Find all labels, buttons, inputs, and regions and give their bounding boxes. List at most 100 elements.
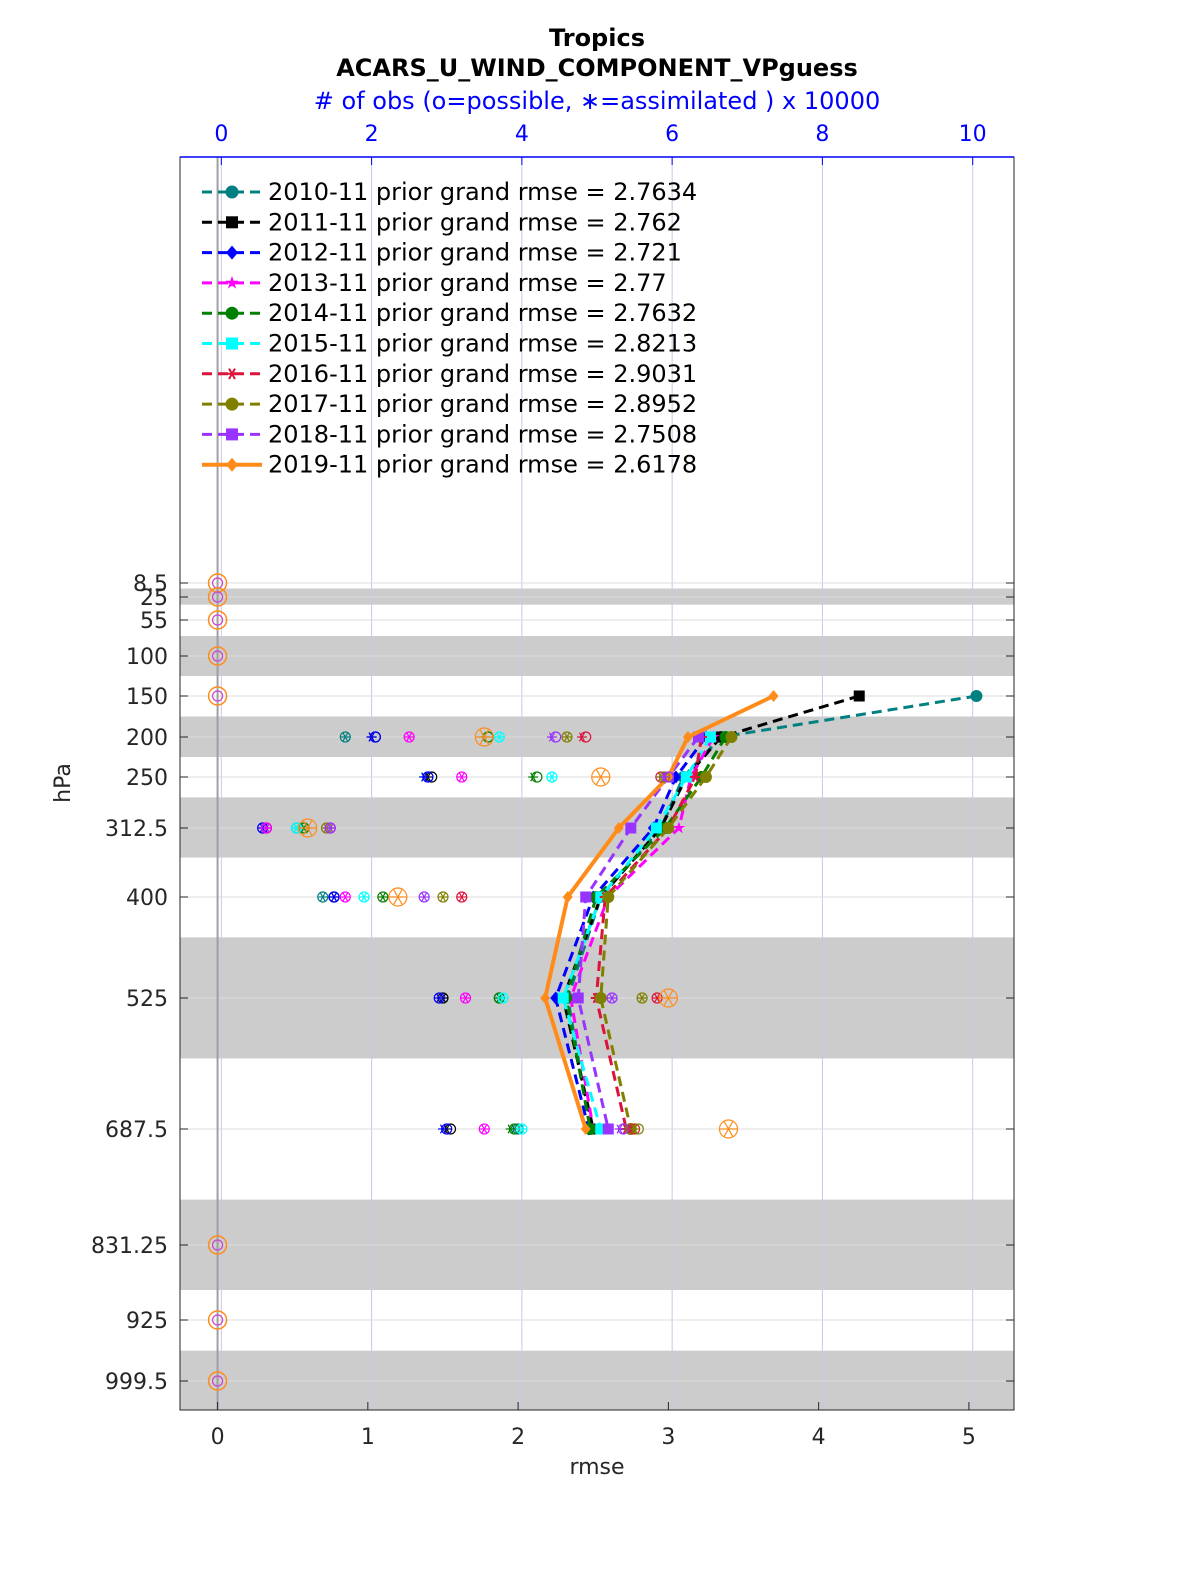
x-tick-label-3: 3	[661, 1425, 675, 1450]
legend-item-1: 2011-11 prior grand rmse = 2.762	[202, 208, 682, 236]
obs-assimilated-stroke	[293, 823, 300, 833]
series-line-5	[561, 736, 712, 1130]
obs-assimilated-stroke	[458, 772, 465, 782]
obs-assimilated-stroke	[500, 993, 507, 1003]
y-axis-label: hPa	[51, 763, 76, 803]
legend-item-3: 2013-11 prior grand rmse = 2.77	[202, 269, 667, 297]
legend-item-5: 2015-11 prior grand rmse = 2.8213	[202, 330, 697, 358]
x-tick-label-4: 4	[812, 1425, 826, 1450]
obs-assimilated-9-4	[388, 888, 407, 906]
y-tick-label-3: 100	[126, 645, 168, 670]
series-point-8-3	[580, 891, 592, 903]
obs-assimilated-5-6	[516, 1124, 527, 1134]
obs-assimilated-8-5	[607, 993, 618, 1003]
series-line-2	[554, 736, 708, 1130]
zero-obs-outer-1	[207, 587, 228, 607]
obs-assimilated-stroke	[342, 892, 349, 902]
zero-obs-inner-4	[211, 690, 224, 702]
zero-obs-outer-4	[207, 686, 228, 706]
legend-swatch-marker	[226, 428, 238, 441]
obs-assimilated-3-2	[456, 772, 467, 782]
obs-assimilated-9-3	[298, 819, 317, 837]
top-axis-ticks: 0 2 4 6 8 10	[214, 122, 987, 165]
obs-assimilated-stroke	[723, 1120, 734, 1138]
obs-assimilated-6-4	[456, 892, 467, 902]
obs-assimilated-4-6	[505, 1124, 516, 1134]
obs-assimilated-6-1	[576, 732, 587, 742]
obs-assimilated-9-5	[659, 989, 678, 1007]
obs-assimilated-9-6	[719, 1120, 738, 1138]
legend-swatch-marker	[226, 337, 238, 350]
legend-label-7: 2017-11 prior grand rmse = 2.8952	[268, 390, 697, 418]
legend-swatch-marker	[226, 216, 238, 229]
series-point-6-1	[689, 771, 701, 783]
y-tick-label-2: 55	[140, 609, 168, 634]
series-point-9-1	[682, 731, 693, 743]
zero-obs-outer-6	[207, 1310, 228, 1330]
obs-assimilated-7-4	[437, 892, 448, 902]
obs-assimilated-stroke	[421, 772, 428, 782]
obs-assimilated-stroke	[479, 728, 490, 746]
obs-assimilated-stroke	[392, 888, 403, 906]
zero-obs-inner-2	[211, 614, 224, 626]
obs-assimilated-stroke	[481, 1124, 488, 1134]
series-point-8-0	[692, 731, 704, 743]
chart-title: Tropics	[549, 24, 645, 52]
zero-obs-inner-3	[211, 650, 224, 662]
y-tick-label-8: 400	[126, 886, 168, 911]
obs-assimilated-5-1	[494, 732, 505, 742]
obs-assimilated-stroke	[406, 732, 413, 742]
obs-assimilated-stroke	[342, 732, 349, 742]
series-point-9-3	[613, 822, 624, 834]
obs-assimilated-stroke	[439, 1124, 446, 1134]
zero-obs-inner-5	[211, 1239, 224, 1251]
obs-assimilated-stroke	[327, 823, 334, 833]
y-tick-label-1: 25	[140, 586, 168, 611]
top-tick-label-5: 10	[959, 122, 987, 147]
series-point-3-2	[672, 821, 686, 834]
legend-item-7: 2017-11 prior grand rmse = 2.8952	[202, 390, 697, 418]
legend-item-4: 2014-11 prior grand rmse = 2.7632	[202, 299, 697, 327]
series-point-5-5	[595, 1123, 607, 1135]
obs-assimilated-stroke	[563, 732, 570, 742]
series-line-0	[566, 694, 977, 1130]
obs-assimilated-7-6	[629, 1124, 640, 1134]
x-axis-label: rmse	[569, 1455, 624, 1480]
legend-item-0: 2010-11 prior grand rmse = 2.7634	[202, 178, 697, 206]
series-line-7	[599, 736, 733, 1130]
series-point-9-4	[562, 891, 573, 903]
legend-swatch-marker	[225, 397, 239, 411]
obs-assimilated-stroke	[507, 1124, 514, 1134]
legend-swatch-marker	[225, 306, 239, 320]
legend-item-6: 2016-11 prior grand rmse = 2.9031	[202, 360, 697, 388]
legend-label-8: 2018-11 prior grand rmse = 2.7508	[268, 420, 697, 448]
series-0	[561, 690, 983, 1135]
legend-swatch-marker	[225, 275, 239, 289]
x-tick-label-2: 2	[511, 1425, 525, 1450]
obs-assimilated-3-4	[340, 892, 351, 902]
obs-assimilated-stroke	[458, 892, 465, 902]
obs-assimilated-4-2	[528, 772, 539, 782]
zero-obs-inner-7	[211, 1375, 224, 1387]
obs-assimilated-stroke	[639, 993, 646, 1003]
zero-obs-outer-5	[207, 1235, 228, 1255]
y-tick-label-12: 925	[126, 1309, 168, 1334]
legend-item-8: 2018-11 prior grand rmse = 2.7508	[202, 420, 697, 448]
series-point-5-2	[650, 822, 662, 834]
obs-assimilated-3-3	[261, 823, 272, 833]
obs-assimilated-stroke	[436, 993, 443, 1003]
obs-assimilated-5-4	[359, 892, 370, 902]
obs-assimilated-stroke	[609, 993, 616, 1003]
obs-assimilated-stroke	[548, 772, 555, 782]
series-point-8-2	[625, 822, 637, 834]
obs-assimilated-stroke	[379, 892, 386, 902]
grid-lines	[180, 157, 1014, 1410]
obs-assimilated-8-4	[419, 892, 430, 902]
series-point-1-0	[853, 690, 865, 702]
legend-label-5: 2015-11 prior grand rmse = 2.8213	[268, 330, 697, 358]
obs-assimilated-stroke	[616, 1124, 623, 1134]
obs-assimilated-stroke	[663, 989, 674, 1007]
x-tick-label-1: 1	[361, 1425, 375, 1450]
obs-assimilated-7-1	[561, 732, 572, 742]
zero-obs-inner-1	[211, 591, 224, 603]
